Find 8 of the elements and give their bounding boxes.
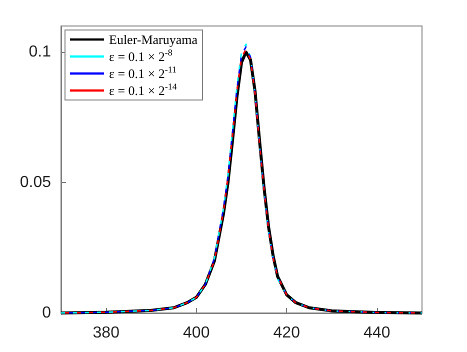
legend-label: Euler-Maruyama xyxy=(109,32,198,47)
x-tick-label: 440 xyxy=(364,324,390,342)
x-tick-label: 400 xyxy=(183,324,210,342)
x-tick-label: 380 xyxy=(92,324,120,342)
y-tick-label: 0.1 xyxy=(28,44,52,61)
y-tick-label: 0.05 xyxy=(20,174,52,192)
x-tick-label: 420 xyxy=(273,324,300,342)
y-tick-label: 0 xyxy=(42,304,52,322)
